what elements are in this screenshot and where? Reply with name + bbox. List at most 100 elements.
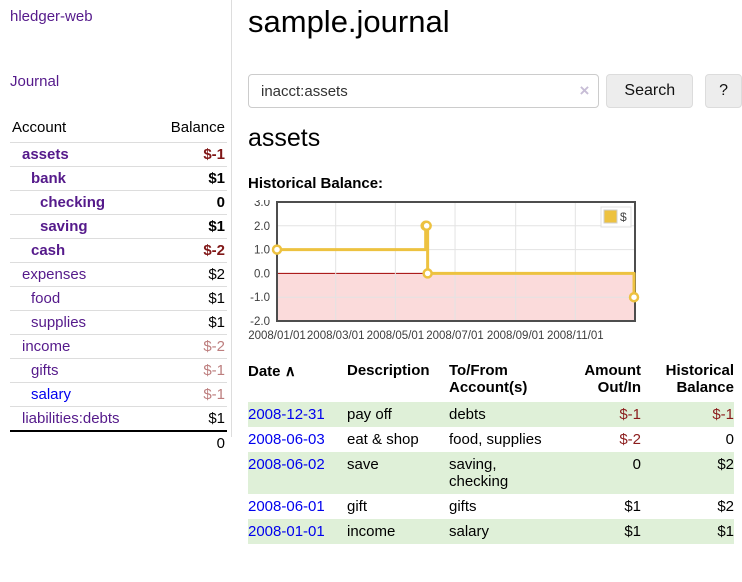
svg-text:0.0: 0.0 <box>254 268 270 280</box>
account-row-assets: assets $-1 <box>10 142 227 167</box>
account-link-cash[interactable]: cash <box>31 242 66 259</box>
account-row-expenses: expenses $2 <box>10 262 227 287</box>
register-col-balance: Historical Balance <box>665 362 734 396</box>
account-row-gifts: gifts $-1 <box>10 358 227 383</box>
register-table: Date ∧ Description To/From Account(s) Am… <box>248 360 734 544</box>
clear-search-icon[interactable]: × <box>579 81 590 100</box>
account-balance-expenses: $2 <box>208 266 225 283</box>
transaction-balance: 0 <box>725 431 734 448</box>
transaction-row[interactable]: 2008-12-31 pay off debts $-1 $-1 <box>248 402 734 427</box>
account-heading: assets <box>248 124 321 152</box>
account-link-bank[interactable]: bank <box>31 170 67 187</box>
svg-text:2.0: 2.0 <box>254 221 270 233</box>
account-balance-checking: 0 <box>216 194 225 211</box>
transaction-amount: $1 <box>624 523 641 540</box>
account-balance-food: $1 <box>208 290 225 307</box>
register-col-description: Description <box>347 362 430 379</box>
transaction-amount: $-2 <box>619 431 641 448</box>
historical-balance-chart[interactable]: $3.0 2.0 1.0 0.0 -1.0 -2.0 2008/01/01 2008/03/0… <box>240 197 742 346</box>
svg-text:-1.0: -1.0 <box>250 292 270 304</box>
account-row-cash: cash $-2 <box>10 238 227 263</box>
transaction-accounts: saving, checking <box>449 456 509 490</box>
account-balance-gifts: $-1 <box>203 362 225 379</box>
account-row-supplies: supplies $1 <box>10 310 227 335</box>
help-button[interactable]: ? <box>705 74 742 108</box>
nav-journal-link[interactable]: Journal <box>10 73 60 90</box>
accounts-col-account: Account <box>12 119 67 136</box>
account-row-salary: salary $-1 <box>10 382 227 407</box>
account-link-saving[interactable]: saving <box>40 218 88 235</box>
transaction-date-link[interactable]: 2008-12-31 <box>248 406 325 423</box>
account-link-liabilities-debts[interactable]: liabilities:debts <box>22 410 120 427</box>
sidebar: hledger-web Journal Account Balance asse… <box>0 0 232 452</box>
transaction-date-link[interactable]: 2008-06-01 <box>248 498 325 515</box>
transaction-description: income <box>347 523 396 540</box>
register-col-date[interactable]: Date ∧ <box>248 363 296 380</box>
account-balance-saving: $1 <box>208 218 225 235</box>
svg-text:2008/03/01: 2008/03/01 <box>307 330 365 342</box>
accounts-header-row: Account Balance <box>10 115 227 143</box>
account-balance-assets: $-1 <box>203 146 225 163</box>
transaction-balance: $1 <box>717 523 734 540</box>
transaction-accounts: gifts <box>449 498 477 515</box>
transaction-row[interactable]: 2008-06-02 save saving, checking 0 $2 <box>248 452 734 494</box>
transaction-balance: $2 <box>717 456 734 473</box>
accounts-total-balance: 0 <box>216 435 225 452</box>
transaction-description: pay off <box>347 406 392 423</box>
accounts-table: Account Balance assets $-1 bank $1 check… <box>10 115 227 455</box>
account-row-saving: saving $1 <box>10 214 227 239</box>
transaction-description: eat & shop <box>347 431 419 448</box>
svg-text:2008/05/01: 2008/05/01 <box>367 330 425 342</box>
account-balance-bank: $1 <box>208 170 225 187</box>
transaction-row[interactable]: 2008-06-01 gift gifts $1 $2 <box>248 494 734 519</box>
transaction-row[interactable]: 2008-06-03 eat & shop food, supplies $-2… <box>248 427 734 452</box>
svg-text:2008/09/01: 2008/09/01 <box>487 330 545 342</box>
account-link-checking[interactable]: checking <box>40 194 106 211</box>
sort-asc-icon: ∧ <box>284 363 296 380</box>
account-link-income[interactable]: income <box>22 338 71 355</box>
search-button[interactable]: Search <box>606 74 694 108</box>
account-balance-income: $-2 <box>203 338 225 355</box>
svg-text:2008/01/01: 2008/01/01 <box>248 330 306 342</box>
search-box: × <box>248 74 600 108</box>
account-row-liabilities-debts: liabilities:debts $1 <box>10 406 227 432</box>
transaction-description: save <box>347 456 379 473</box>
svg-text:1.0: 1.0 <box>254 245 270 257</box>
account-balance-liabilities-debts: $1 <box>208 410 225 427</box>
transaction-row[interactable]: 2008-01-01 income salary $1 $1 <box>248 519 734 544</box>
app-title-link[interactable]: hledger-web <box>10 8 93 25</box>
transaction-amount: 0 <box>632 456 641 473</box>
account-link-supplies[interactable]: supplies <box>31 314 87 331</box>
account-link-food[interactable]: food <box>31 290 61 307</box>
svg-text:-2.0: -2.0 <box>250 316 270 328</box>
svg-text:2008/11/01: 2008/11/01 <box>547 330 604 342</box>
chart-title: Historical Balance: <box>248 175 384 192</box>
search-input[interactable] <box>248 74 600 108</box>
svg-text:3.0: 3.0 <box>254 200 270 209</box>
transaction-amount: $1 <box>624 498 641 515</box>
register-header-row: Date ∧ Description To/From Account(s) Am… <box>248 360 734 402</box>
account-balance-cash: $-2 <box>203 242 225 259</box>
main-content: sample.journal × Search ? assets Histori… <box>248 0 742 544</box>
transaction-accounts: salary <box>449 523 490 540</box>
transaction-balance: $-1 <box>712 406 734 423</box>
transaction-date-link[interactable]: 2008-01-01 <box>248 523 325 540</box>
transaction-date-link[interactable]: 2008-06-02 <box>248 456 325 473</box>
account-link-expenses[interactable]: expenses <box>22 266 87 283</box>
svg-text:$: $ <box>620 210 627 224</box>
transaction-description: gift <box>347 498 368 515</box>
register-col-accounts: To/From Account(s) <box>449 362 528 396</box>
account-link-assets[interactable]: assets <box>22 146 69 163</box>
transaction-date-link[interactable]: 2008-06-03 <box>248 431 325 448</box>
account-row-checking: checking 0 <box>10 190 227 215</box>
account-link-salary[interactable]: salary <box>31 386 72 403</box>
search-form: × Search ? <box>248 74 742 108</box>
account-row-bank: bank $1 <box>10 166 227 191</box>
account-row-food: food $1 <box>10 286 227 311</box>
register-col-amount: Amount Out/In <box>584 362 641 396</box>
account-balance-supplies: $1 <box>208 314 225 331</box>
transaction-balance: $2 <box>717 498 734 515</box>
svg-text:2008/07/01: 2008/07/01 <box>426 330 484 342</box>
account-link-gifts[interactable]: gifts <box>31 362 59 379</box>
